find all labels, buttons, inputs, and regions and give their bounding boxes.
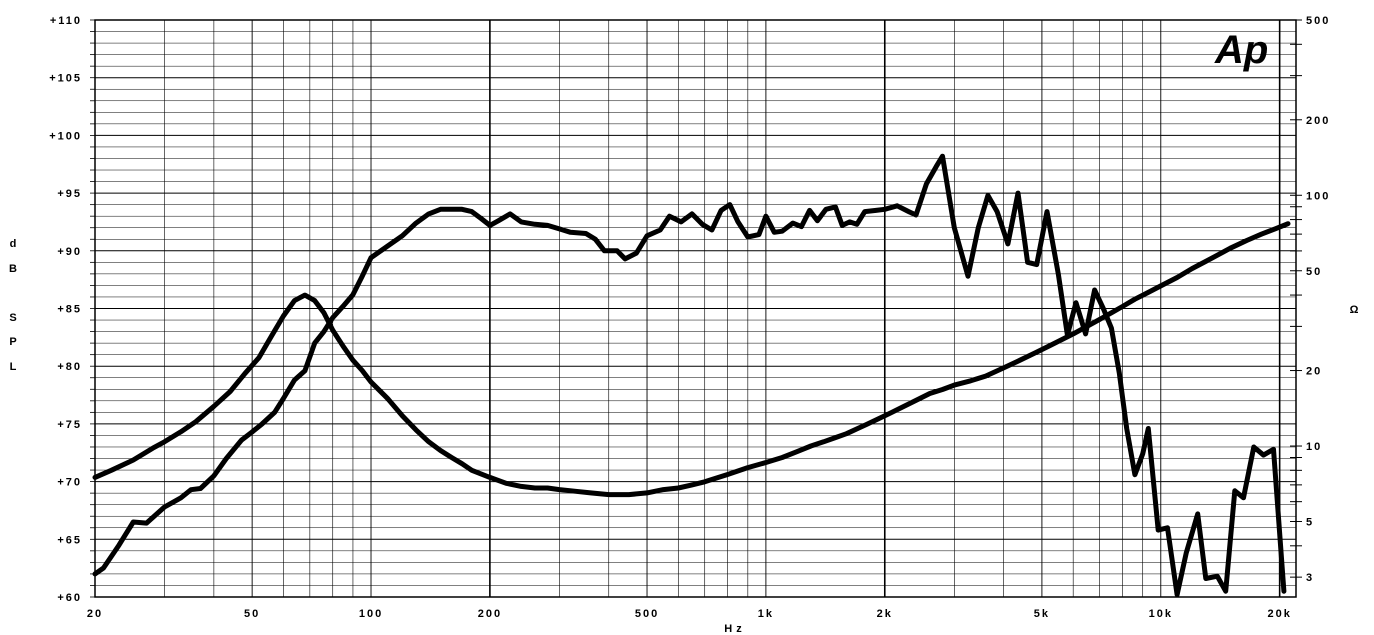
x-tick-label: 100 [359, 608, 383, 620]
impedance-curve [92, 221, 1291, 498]
y-left-tick-labels: +110 +105 +100 +95 +90 +85 +80 +75 +70 +65 +60 [49, 15, 82, 604]
y-left-axis-letter: B [9, 263, 17, 275]
x-axis-label: Hz [724, 623, 745, 635]
x-tick-label: 500 [635, 608, 659, 620]
y-right-axis-label: Ω [1350, 304, 1359, 316]
spl-curve [92, 153, 1287, 598]
y-left-axis-letter: P [9, 336, 16, 348]
y-left-tick-label: +95 [57, 188, 82, 200]
y-left-tick-label: +70 [57, 477, 82, 489]
y-left-tick-label: +110 [50, 15, 82, 27]
x-tick-label: 200 [478, 608, 502, 620]
y-right-tick-label: 5 [1306, 517, 1314, 529]
x-tick-label: 50 [244, 608, 260, 620]
x-tick-labels: 20 50 100 200 500 1k 2k 5k 10k 20k [87, 608, 1291, 620]
y-left-tick-label: +105 [49, 73, 82, 85]
y-right-tick-label: 10 [1306, 441, 1322, 453]
x-tick-label: 1k [758, 608, 774, 620]
y-left-tick-label: +100 [49, 130, 82, 142]
y-left-axis-label: d B SP L [9, 238, 17, 373]
plot-frame [94, 19, 1297, 598]
y-right-tick-label: 3 [1306, 572, 1314, 584]
y-left-tick-label: +90 [57, 246, 82, 258]
y-right-tick-label: 50 [1306, 266, 1322, 278]
y-left-tick-label: +75 [57, 419, 82, 431]
x-tick-label: 20 [87, 608, 103, 620]
y-left-axis-letter: d [10, 238, 17, 250]
y-right-tick-label: 500 [1306, 15, 1330, 27]
y-right-tick-label: 200 [1306, 115, 1330, 127]
series-layer [92, 153, 1291, 598]
y-left-tick-label: +60 [57, 592, 82, 604]
y-right-tick-labels: 500 200 100 50 20 10 5 3 [1306, 15, 1330, 584]
x-tick-label: 2k [877, 608, 893, 620]
x-tick-label: 5k [1034, 608, 1050, 620]
y-left-tick-label: +65 [57, 534, 82, 546]
ap-logo: Ap [1214, 28, 1268, 72]
y-left-tick-label: +85 [57, 304, 82, 316]
y-left-axis-letter: S [9, 312, 16, 324]
x-tick-label: 20k [1267, 608, 1291, 620]
x-tick-label: 10k [1149, 608, 1173, 620]
y-right-tick-label: 100 [1306, 190, 1330, 202]
y-right-tick-label: 20 [1306, 366, 1322, 378]
y-left-axis-letter: L [10, 361, 17, 373]
y-left-tick-label: +80 [57, 361, 82, 373]
